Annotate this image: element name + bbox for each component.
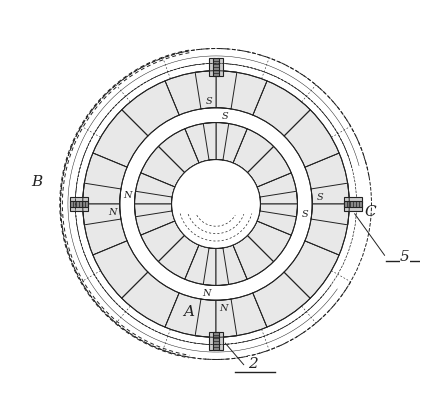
- Text: N: N: [123, 191, 131, 200]
- Wedge shape: [185, 123, 216, 164]
- Text: N: N: [203, 289, 211, 298]
- Wedge shape: [233, 129, 273, 173]
- Wedge shape: [253, 82, 310, 137]
- Wedge shape: [93, 110, 148, 168]
- Wedge shape: [248, 221, 291, 262]
- Text: S: S: [222, 111, 229, 120]
- Wedge shape: [185, 245, 216, 286]
- Wedge shape: [122, 272, 179, 327]
- Polygon shape: [210, 58, 215, 77]
- Wedge shape: [248, 147, 291, 188]
- Polygon shape: [70, 206, 88, 211]
- Polygon shape: [70, 198, 88, 203]
- Text: C: C: [364, 204, 376, 218]
- Wedge shape: [284, 241, 339, 299]
- Wedge shape: [134, 173, 175, 204]
- Polygon shape: [344, 206, 362, 211]
- Wedge shape: [305, 154, 349, 204]
- Wedge shape: [141, 221, 184, 262]
- Text: 2: 2: [248, 356, 258, 370]
- Wedge shape: [83, 154, 127, 204]
- Text: A: A: [183, 304, 194, 318]
- Wedge shape: [305, 204, 349, 255]
- Text: S: S: [316, 193, 323, 202]
- Wedge shape: [233, 236, 273, 280]
- Polygon shape: [213, 58, 219, 77]
- Text: 5: 5: [400, 249, 410, 263]
- Wedge shape: [216, 123, 247, 164]
- Wedge shape: [83, 204, 127, 255]
- Wedge shape: [141, 147, 184, 188]
- Wedge shape: [93, 241, 148, 299]
- Wedge shape: [159, 129, 199, 173]
- Polygon shape: [70, 202, 88, 207]
- Polygon shape: [344, 202, 362, 207]
- Wedge shape: [257, 173, 298, 204]
- Wedge shape: [253, 272, 310, 327]
- Wedge shape: [165, 293, 216, 337]
- Text: N: N: [219, 303, 228, 312]
- Polygon shape: [217, 58, 222, 77]
- Text: B: B: [31, 175, 42, 189]
- Wedge shape: [216, 72, 267, 116]
- Wedge shape: [134, 204, 175, 236]
- Wedge shape: [216, 293, 267, 337]
- Wedge shape: [284, 110, 339, 168]
- Polygon shape: [344, 198, 362, 203]
- Text: N: N: [108, 207, 117, 216]
- Wedge shape: [257, 204, 298, 236]
- Circle shape: [172, 160, 260, 249]
- Polygon shape: [210, 332, 215, 351]
- Text: S: S: [302, 209, 308, 218]
- Wedge shape: [165, 72, 216, 116]
- Text: S: S: [205, 97, 212, 106]
- Wedge shape: [122, 82, 179, 137]
- Polygon shape: [217, 332, 222, 351]
- Polygon shape: [213, 332, 219, 351]
- Wedge shape: [216, 245, 247, 286]
- Wedge shape: [159, 236, 199, 280]
